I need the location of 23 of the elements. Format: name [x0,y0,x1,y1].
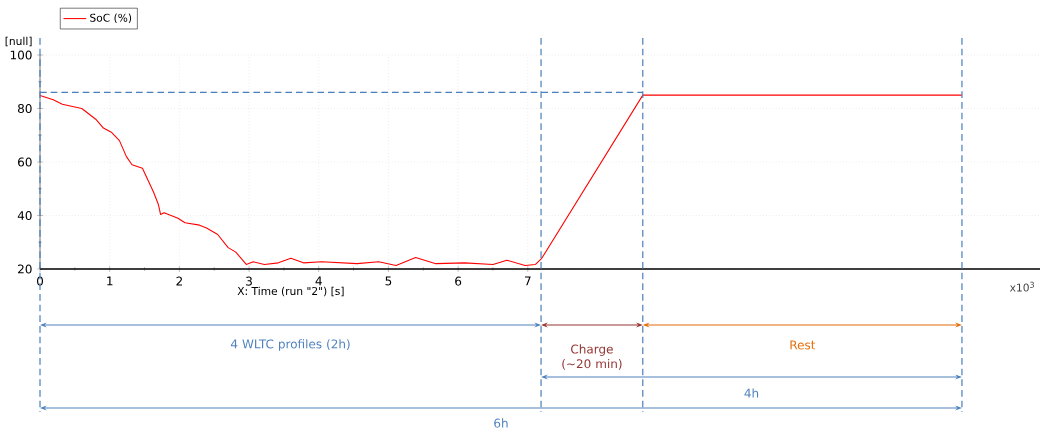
y-tick-label: 100 [10,50,32,60]
x-tick-label: 6 [455,276,462,286]
text: 6h [494,418,508,428]
y-tick-label: 60 [18,157,32,167]
line-series [39,94,963,267]
x-tick-label: 3 [246,276,252,286]
y-tick-label: 20 [18,264,32,274]
x-tick-label: 1 [107,276,113,286]
text: 4 WLTC profiles (2h) [230,339,350,351]
y-tick-label: 40 [17,210,32,221]
x-tick-label: 0 [36,276,44,286]
y-axis-title: [null] [5,36,32,47]
x-tick-label: 7 [524,276,531,286]
x-tick-label: 2 [176,276,182,286]
x-tick-label: 4 [315,276,322,286]
y-tick-label: 80 [18,103,32,114]
legend-label: SoC (%) [90,13,132,24]
text: Rest [790,340,816,350]
x-tick-label: 5 [385,276,392,286]
text: 4h [744,388,759,398]
text: Charge (~20 min) [562,344,622,370]
x-axis-title: X: Time (run "2") [s] [237,286,344,297]
text: x10$^{3}$ [1009,281,1034,292]
